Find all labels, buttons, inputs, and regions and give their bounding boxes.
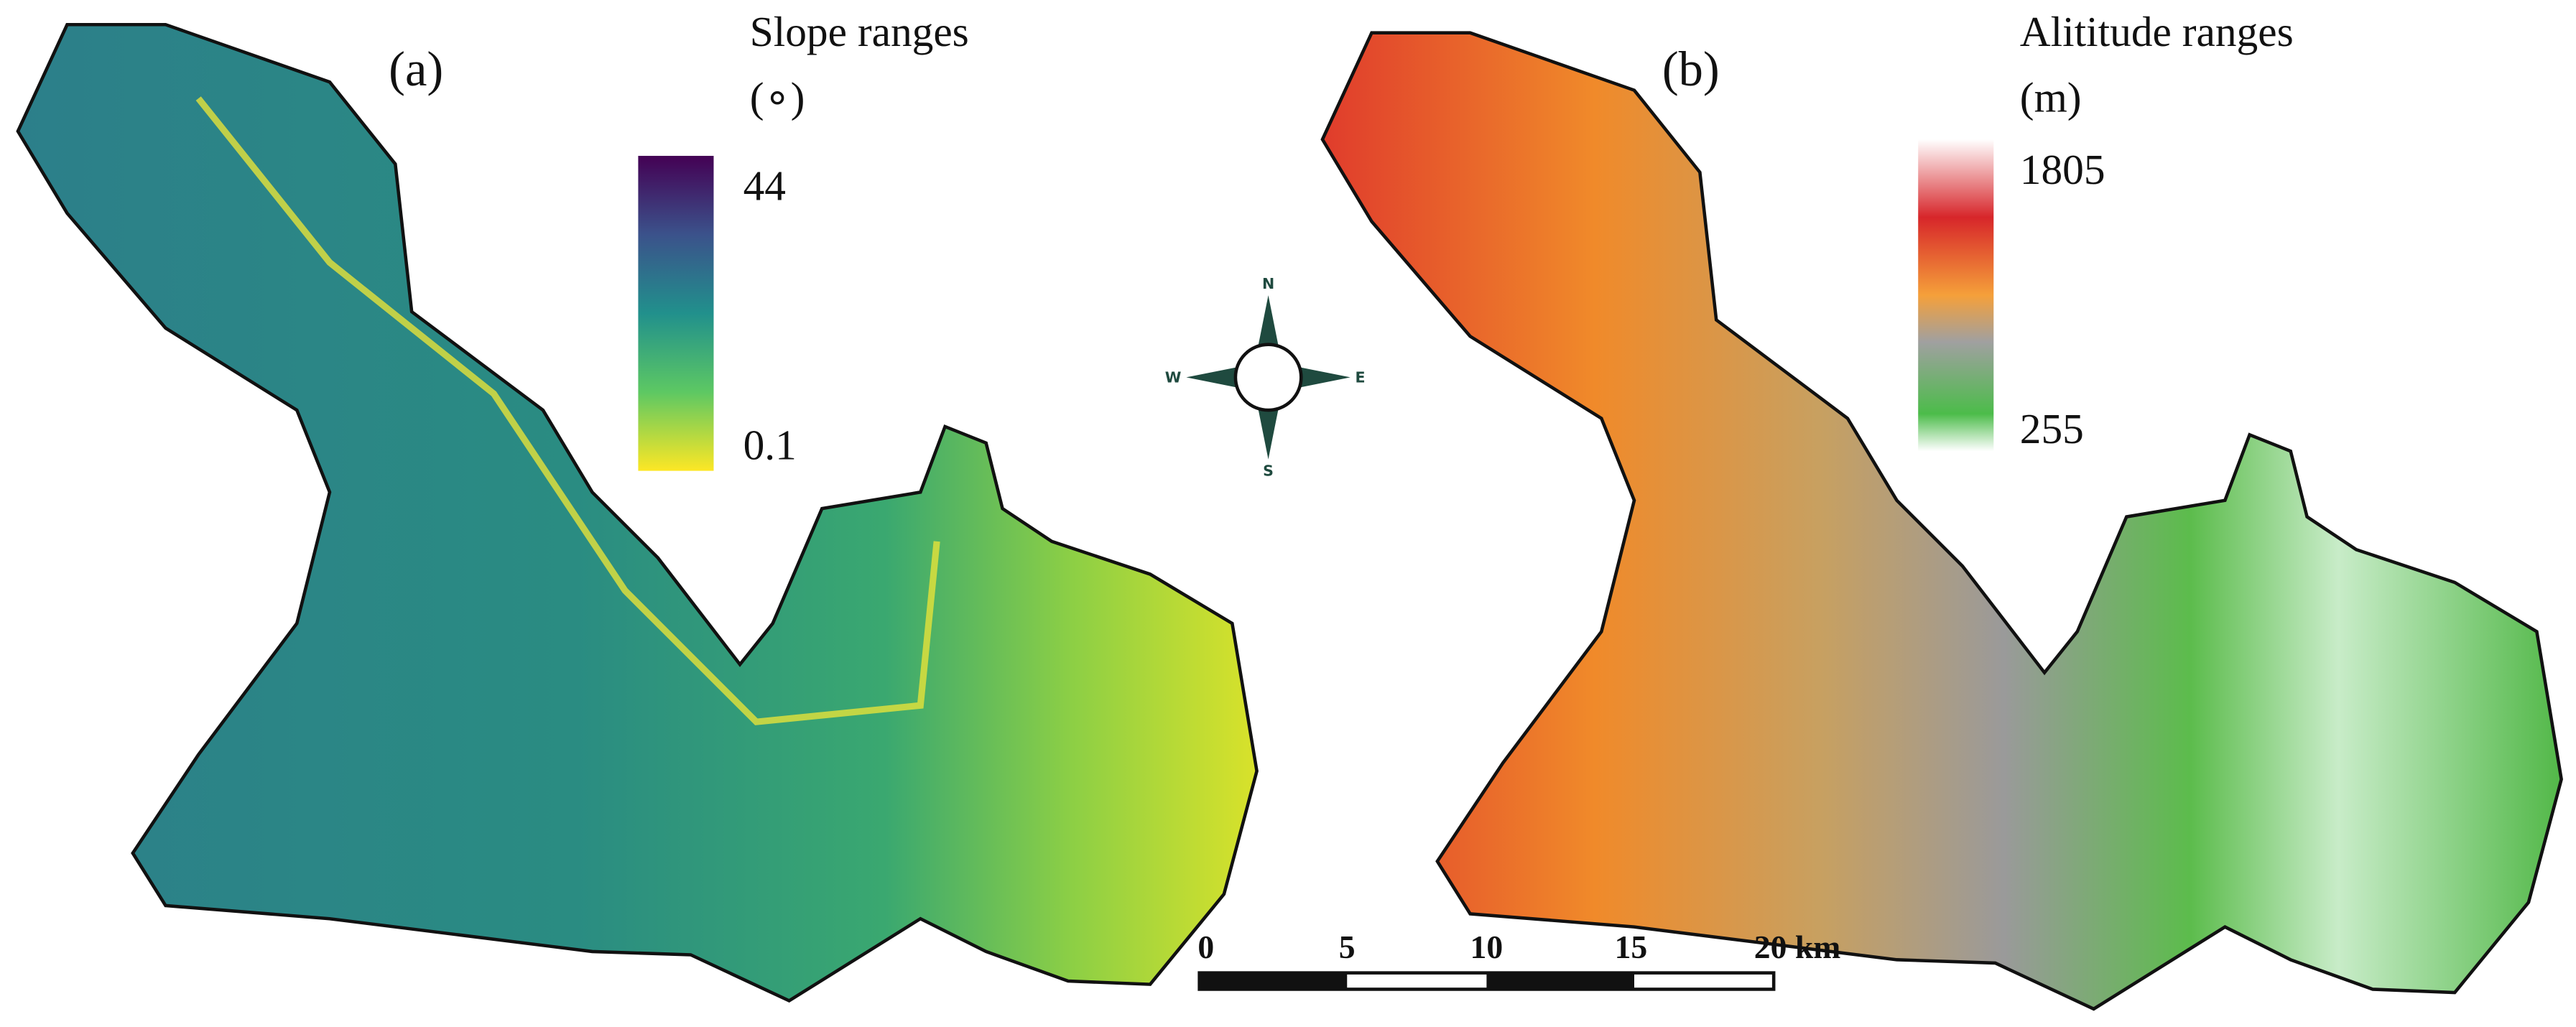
slope-map xyxy=(18,24,1257,1000)
compass-w: W xyxy=(1165,368,1182,386)
scale-bar: 0 5 10 15 20 km xyxy=(1197,929,1841,991)
scale-label: 20 km xyxy=(1754,929,1841,965)
compass-e: E xyxy=(1355,368,1365,386)
panel-label: (b) xyxy=(1662,42,1720,96)
legend-unit: (∘) xyxy=(750,73,805,121)
river xyxy=(195,96,940,725)
legend-min: 0.1 xyxy=(743,422,797,469)
color-bar xyxy=(1918,139,1994,452)
legend-max: 44 xyxy=(743,162,786,210)
legend-title: Slope ranges xyxy=(750,8,969,55)
color-bar xyxy=(638,156,714,471)
legend-min: 255 xyxy=(2020,405,2084,452)
compass-s: S xyxy=(1263,462,1274,479)
panel-label: (a) xyxy=(389,42,443,96)
scale-label: 5 xyxy=(1339,929,1356,965)
scale-label: 10 xyxy=(1470,929,1504,965)
compass-n: N xyxy=(1262,275,1274,292)
scale-label: 0 xyxy=(1197,929,1214,965)
legend-title: Alititude ranges xyxy=(2020,8,2294,55)
legend-max: 1805 xyxy=(2020,146,2105,193)
compass: N S W E xyxy=(1165,275,1366,479)
scale-label: 15 xyxy=(1615,929,1648,965)
legend-unit: (m) xyxy=(2020,73,2082,121)
